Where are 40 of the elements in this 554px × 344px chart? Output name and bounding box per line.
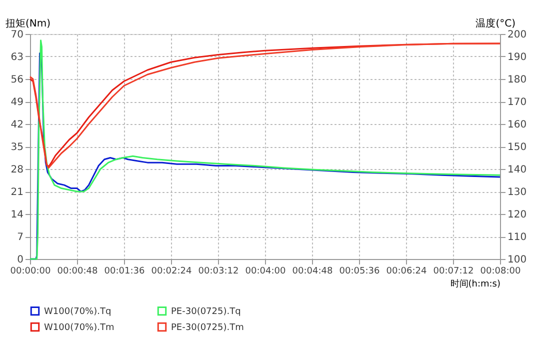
y2-tick-label: 190 [508, 52, 527, 63]
y2-tick-label: 180 [508, 74, 527, 86]
y2-axis-title: 温度(°C) [476, 18, 516, 30]
x-tick-label: 00:08:00 [480, 266, 521, 276]
y-tick-label: 42 [10, 120, 24, 130]
y-tick-label: 7 [17, 232, 24, 243]
legend-label: PE-30(0725).Tm [171, 323, 244, 333]
y2-tick-label: 130 [508, 187, 527, 198]
y2-tick-label: 160 [508, 120, 527, 130]
y-tick-label: 63 [10, 52, 24, 63]
y2-tick-label: 120 [508, 210, 527, 220]
y2-tick-label: 140 [508, 164, 527, 176]
x-axis-title: 时间(h:m:s) [450, 278, 500, 290]
y-tick-label: 21 [10, 187, 24, 198]
legend-label: W100(70%).Tm [44, 323, 114, 333]
y2-tick-label: 150 [508, 142, 527, 153]
y-tick-label: 0 [17, 254, 24, 266]
legend-label: W100(70%).Tq [44, 307, 112, 318]
x-tick-label: 00:03:12 [198, 266, 239, 276]
y2-tick-label: 100 [508, 254, 527, 266]
y-tick-label: 56 [10, 74, 24, 86]
x-tick-label: 00:04:00 [245, 266, 286, 276]
y-tick-label: 28 [10, 164, 24, 176]
x-tick-label: 00:02:24 [151, 266, 192, 276]
y-tick-label: 14 [10, 210, 24, 220]
y2-tick-label: 170 [508, 97, 527, 108]
y2-tick-label: 110 [508, 232, 527, 243]
y-tick-label: 70 [10, 30, 24, 40]
y-axis-title: 扭矩(Nm) [6, 18, 51, 30]
x-tick-label: 00:00:48 [57, 266, 98, 276]
x-tick-label: 00:00:00 [10, 266, 51, 276]
x-tick-label: 00:01:36 [104, 266, 145, 276]
y-tick-label: 35 [10, 142, 24, 153]
x-tick-label: 00:05:36 [339, 266, 380, 276]
legend-label: PE-30(0725).Tq [171, 307, 241, 318]
y-tick-label: 49 [10, 97, 24, 108]
y2-tick-label: 200 [508, 30, 527, 40]
x-tick-label: 00:07:12 [433, 266, 474, 276]
x-tick-label: 00:04:48 [292, 266, 333, 276]
x-tick-label: 00:06:24 [386, 266, 427, 276]
